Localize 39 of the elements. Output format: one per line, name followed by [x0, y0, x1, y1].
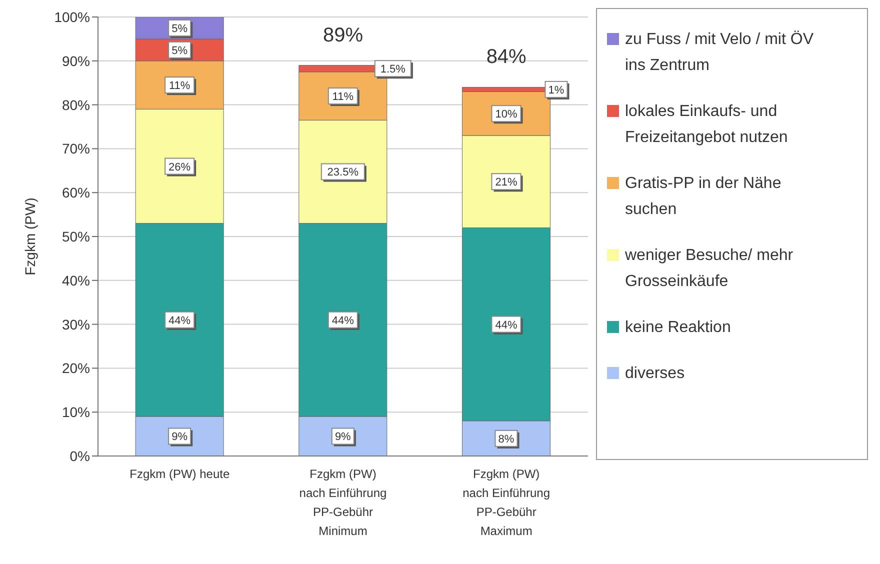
data-label: 9%: [172, 431, 188, 444]
legend-label: diverses: [625, 364, 685, 384]
data-label: 10%: [495, 108, 518, 121]
y-tick-label: 0%: [70, 448, 90, 464]
data-label: 44%: [495, 319, 518, 332]
y-tick-label: 70%: [62, 140, 90, 157]
legend-label: zu Fuss / mit Velo / mit ÖV ins Zentrum: [625, 30, 814, 76]
data-label: 44%: [332, 314, 354, 327]
y-tick-label: 20%: [62, 360, 90, 376]
legend-label: weniger Besuche/ mehr Grosseinkäufe: [625, 246, 794, 292]
y-tick-label: 40%: [62, 272, 90, 288]
legend-label: Gratis-PP in der Nähe suchen: [625, 174, 782, 220]
y-tick-label: 50%: [62, 228, 90, 244]
data-label: 11%: [332, 91, 354, 104]
legend-label: keine Reaktion: [625, 318, 731, 338]
x-tick-label: Fzgkm (PW) nach Einführung PP-Gebühr Minimum: [299, 467, 387, 538]
data-label: 26%: [168, 161, 191, 174]
data-label: 9%: [334, 431, 352, 444]
data-label: 5%: [172, 22, 188, 35]
data-label: 21%: [495, 176, 518, 189]
total-label: 89%: [322, 24, 364, 46]
y-axis-title: Fzgkm (PW): [22, 198, 38, 276]
data-label: 44%: [168, 314, 191, 327]
data-label: 1%: [548, 84, 564, 96]
y-tick-label: 80%: [62, 96, 90, 113]
data-label: 1.5%: [380, 64, 406, 76]
x-tick-label: Fzgkm (PW) heute: [130, 467, 230, 481]
legend-label: lokales Einkaufs- und Freizeitangebot nutzen: [625, 102, 789, 148]
data-label: 23.5%: [327, 166, 359, 179]
data-label: 11%: [168, 80, 190, 92]
data-label: 8%: [498, 433, 514, 446]
y-tick-label: 60%: [62, 184, 90, 201]
y-tick-label: 90%: [62, 52, 90, 69]
total-label: 84%: [486, 46, 527, 68]
y-tick-label: 10%: [62, 404, 90, 420]
y-tick-label: 30%: [62, 316, 90, 332]
x-tick-label: Fzgkm (PW) nach Einführung PP-Gebühr Maximum: [462, 467, 550, 538]
y-tick-label: 100%: [54, 8, 90, 25]
data-label: 5%: [172, 44, 188, 57]
